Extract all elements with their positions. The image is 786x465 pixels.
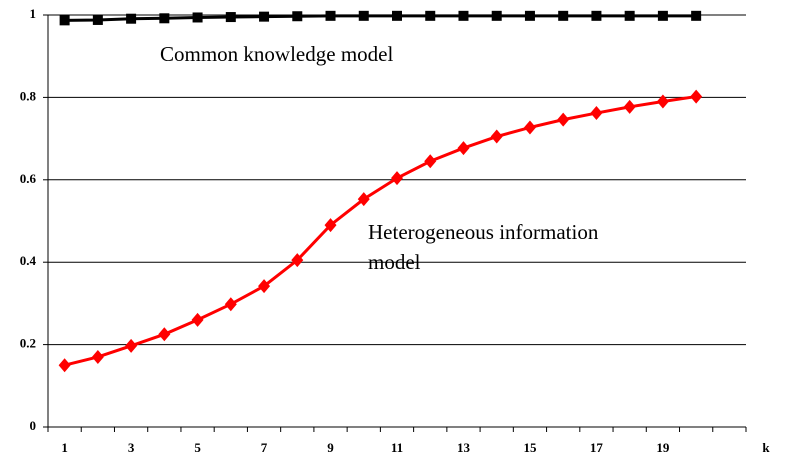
x-tick-label: 15 [523, 440, 537, 455]
marker [125, 338, 138, 353]
x-tick-label: 3 [128, 440, 135, 455]
marker [657, 10, 668, 21]
annotation: Heterogeneous information [368, 220, 599, 244]
y-tick-label: 1 [30, 6, 37, 21]
series-line [64, 95, 697, 367]
annotation: model [368, 250, 421, 274]
marker [558, 10, 569, 21]
marker [58, 358, 71, 373]
series-line [64, 14, 697, 22]
marker [358, 10, 369, 21]
y-tick-label: 0 [30, 418, 37, 433]
x-tick-label: 7 [261, 440, 268, 455]
marker [391, 171, 403, 186]
marker [292, 11, 303, 22]
marker [59, 15, 70, 26]
x-tick-label: 5 [194, 440, 201, 455]
marker [656, 94, 669, 109]
marker [623, 99, 636, 114]
marker [591, 10, 602, 21]
marker [491, 10, 502, 21]
marker [324, 218, 337, 233]
marker [524, 10, 535, 21]
marker [624, 10, 635, 21]
marker [690, 89, 703, 104]
marker [91, 349, 104, 364]
marker [291, 253, 304, 268]
x-tick-label: 1 [61, 440, 68, 455]
marker [691, 10, 702, 21]
y-tick-label: 0.6 [20, 171, 37, 186]
marker [224, 297, 237, 312]
marker [159, 13, 170, 24]
y-tick-label: 0.2 [20, 336, 36, 351]
x-axis-label: k [762, 440, 770, 455]
marker [325, 10, 336, 21]
x-tick-label: 13 [457, 440, 471, 455]
marker [424, 154, 437, 169]
marker [258, 279, 271, 294]
marker [490, 129, 503, 144]
marker [590, 106, 603, 121]
x-tick-label: 9 [327, 440, 334, 455]
marker [191, 312, 204, 327]
marker [392, 10, 402, 21]
marker [425, 10, 436, 21]
x-tick-label: 11 [391, 440, 403, 455]
marker [126, 13, 137, 24]
marker [158, 327, 171, 342]
marker [259, 11, 270, 22]
marker [523, 120, 536, 135]
marker [192, 12, 203, 23]
marker [557, 112, 570, 127]
annotation: Common knowledge model [160, 42, 393, 66]
y-tick-label: 0.4 [20, 253, 37, 268]
marker [357, 192, 370, 207]
marker [458, 10, 469, 21]
x-tick-label: 19 [656, 440, 670, 455]
x-tick-label: 17 [590, 440, 604, 455]
marker [92, 14, 103, 25]
marker [457, 141, 470, 156]
marker [225, 12, 236, 23]
y-tick-label: 0.8 [20, 88, 37, 103]
